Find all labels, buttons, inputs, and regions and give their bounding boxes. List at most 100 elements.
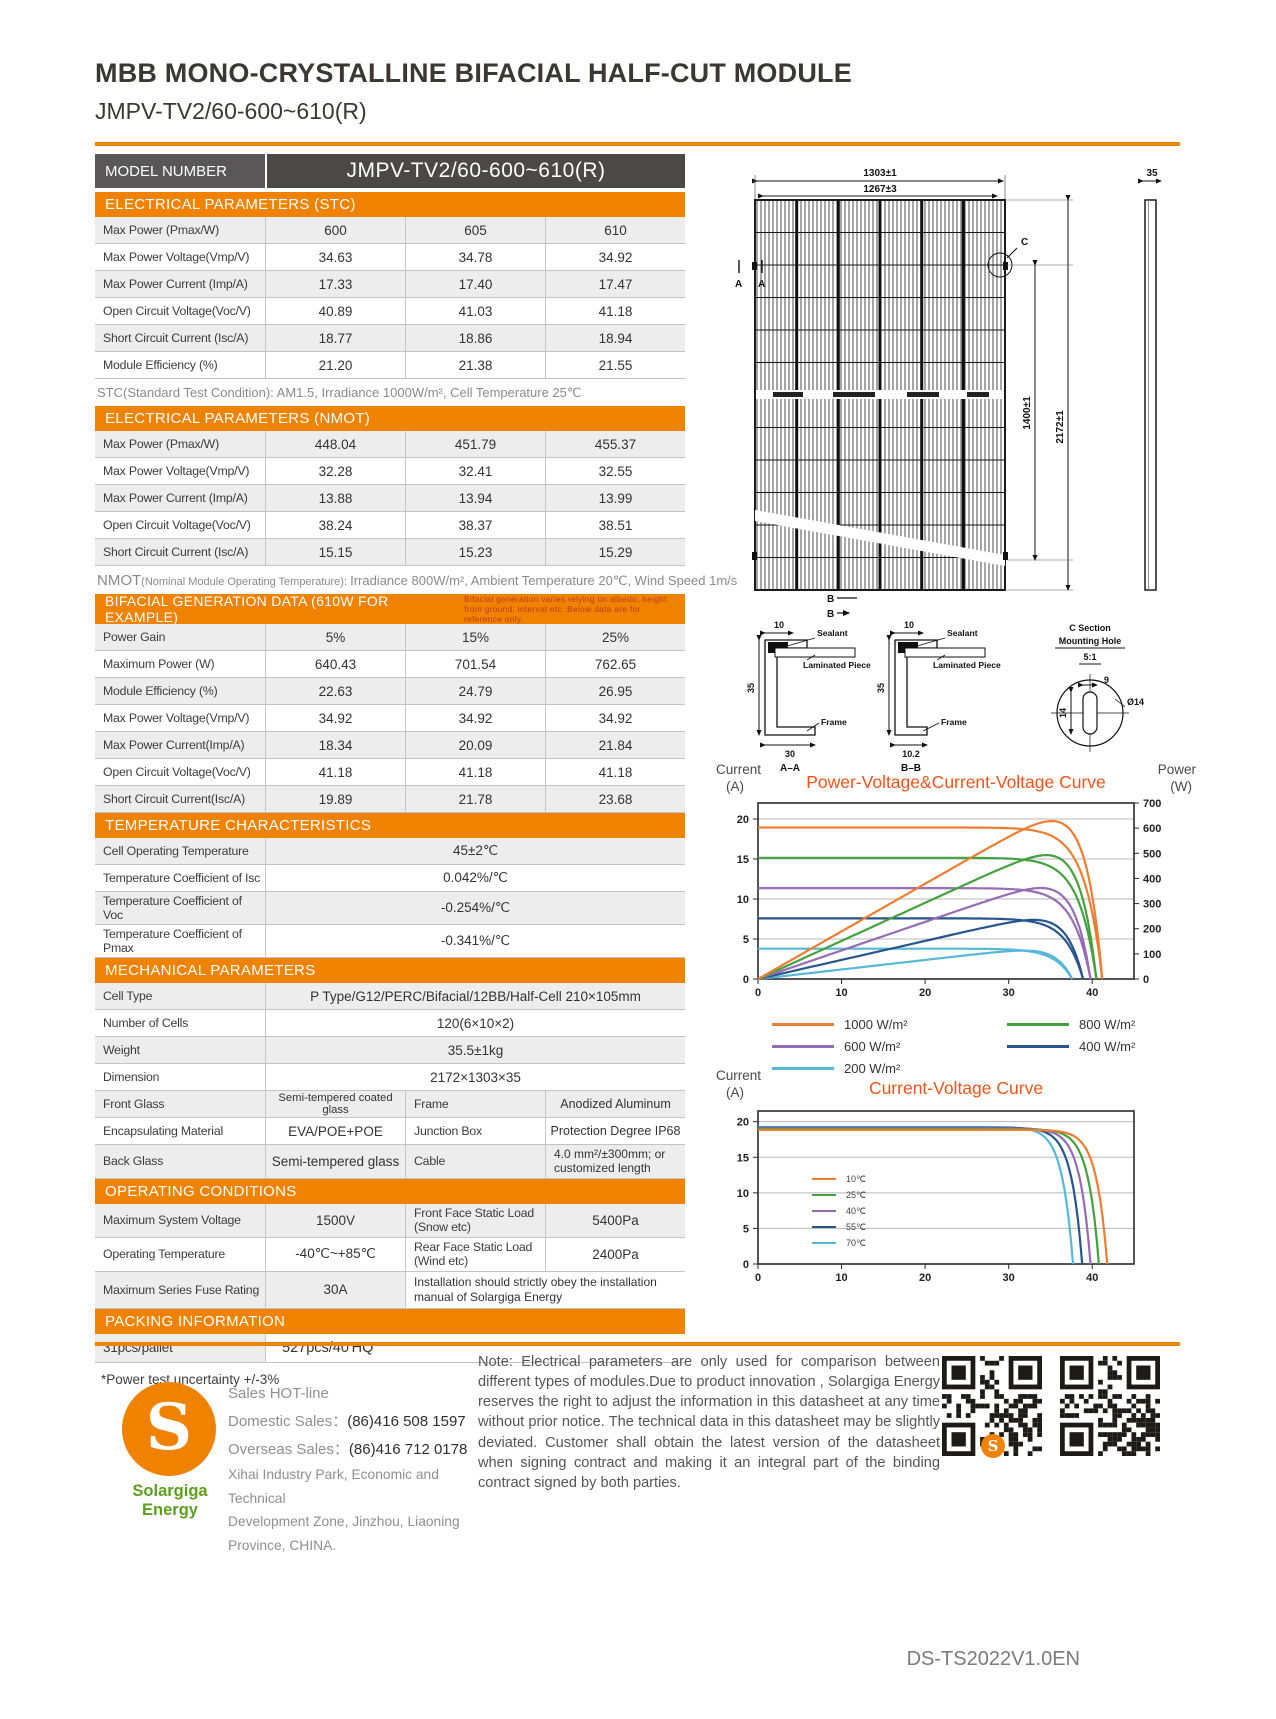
- table-row: 31pcs/pallet 527pcs/40'HQ: [95, 1333, 685, 1363]
- svg-text:10.2: 10.2: [902, 749, 920, 759]
- legend-swatch: [812, 1210, 836, 1213]
- sealant-label: Sealant: [817, 628, 848, 638]
- pv-iv-chart-block: Current (A) Power-Voltage&Current-Voltag…: [712, 762, 1200, 1076]
- table-row: Number of Cells 120(6×10×2): [95, 1010, 685, 1037]
- legend-label: 40℃: [846, 1205, 867, 1216]
- table-row: Cell Type P Type/G12/PERC/Bifacial/12BB/…: [95, 983, 685, 1010]
- svg-text:9: 9: [1104, 675, 1109, 685]
- legend-item: 25℃: [812, 1190, 866, 1201]
- svg-text:40: 40: [1086, 1272, 1098, 1284]
- table-row: Back Glass Semi-tempered glass Cable 4.0…: [95, 1145, 685, 1179]
- table-row: Cell Operating Temperature 45±2℃: [95, 838, 685, 865]
- table-row: Maximum Power (W) 640.43 701.54 762.65: [95, 651, 685, 678]
- svg-text:A–A: A–A: [780, 763, 800, 774]
- page-subtitle: JMPV-TV2/60-600~610(R): [95, 98, 367, 124]
- legend-label: 10℃: [846, 1173, 867, 1184]
- table-row: Max Power (Pmax/W) 448.04 451.79 455.37: [95, 431, 685, 458]
- section-header-packing: PACKING INFORMATION: [95, 1308, 685, 1334]
- iv-temp-chart: 0 5 10 15 20 0 10 20 30 40: [737, 1109, 1135, 1284]
- company-address: Xihai Industry Park, Economic and Techni…: [228, 1467, 460, 1553]
- svg-text:10: 10: [904, 620, 914, 630]
- table-row: Temperature Coefficient of Voc -0.254%/℃: [95, 892, 685, 925]
- svg-text:500: 500: [1143, 848, 1161, 860]
- chart-legend: 10℃ 25℃ 40℃ 55℃ 70℃: [812, 1174, 866, 1249]
- model-number-row: MODEL NUMBER JMPV-TV2/60-600~610(R): [95, 154, 685, 188]
- svg-text:300: 300: [1143, 898, 1161, 910]
- svg-text:40: 40: [1086, 987, 1098, 999]
- legend-item: 10℃: [812, 1174, 866, 1185]
- laminated-label: Laminated Piece: [803, 660, 871, 670]
- legend-swatch: [772, 1066, 834, 1070]
- table-row: Max Power Voltage(Vmp/V) 34.92 34.92 34.…: [95, 705, 685, 732]
- legal-note: Note: Electrical parameters are only use…: [478, 1354, 940, 1491]
- legend-swatch: [812, 1178, 836, 1181]
- legend-label: 70℃: [846, 1237, 867, 1248]
- legend-item: 400 W/m²: [1007, 1039, 1242, 1054]
- legend-item: 200 W/m²: [772, 1061, 1007, 1076]
- frame-label: Frame: [821, 717, 847, 727]
- svg-text:10: 10: [737, 1188, 749, 1200]
- laminated-label: Laminated Piece: [933, 660, 1001, 670]
- legend-label: 55℃: [846, 1221, 867, 1232]
- legend-label: 400 W/m²: [1079, 1038, 1136, 1054]
- table-row: Dimension 2172×1303×35: [95, 1064, 685, 1091]
- table-row: Front Glass Semi-tempered coated glass F…: [95, 1091, 685, 1118]
- svg-text:400: 400: [1143, 873, 1161, 885]
- dim-height: 2172±1: [1055, 410, 1066, 444]
- chart-title: Power-Voltage&Current-Voltage Curve: [806, 772, 1106, 792]
- table-row: Max Power Current (Imp/A) 17.33 17.40 17…: [95, 271, 685, 298]
- qr-logo-badge: S: [981, 1434, 1005, 1458]
- svg-text:15: 15: [737, 1152, 749, 1164]
- page-title: MBB MONO-CRYSTALLINE BIFACIAL HALF-CUT M…: [95, 58, 852, 88]
- svg-text:20: 20: [737, 814, 749, 826]
- svg-text:700: 700: [1143, 798, 1161, 810]
- table-row: Max Power (Pmax/W) 600 605 610: [95, 217, 685, 244]
- legend-swatch: [812, 1226, 836, 1229]
- table-row: Temperature Coefficient of Isc 0.042%/℃: [95, 865, 685, 892]
- chart-legend: 1000 W/m² 800 W/m² 600 W/m² 400 W/m² 200 W/m…: [712, 1017, 1200, 1076]
- svg-text:C Section: C Section: [1069, 623, 1111, 633]
- table-row: Max Power Voltage(Vmp/V) 32.28 32.41 32.…: [95, 458, 685, 485]
- table-row: Operating Temperature -40℃~+85℃ Rear Fac…: [95, 1237, 685, 1272]
- stc-note: STC(Standard Test Condition): AM1.5, Irr…: [97, 385, 582, 400]
- legend-swatch: [1007, 1044, 1069, 1048]
- table-row: Short Circuit Current (Isc/A) 18.77 18.8…: [95, 325, 685, 352]
- right-axis-label: Power (W): [1157, 762, 1196, 794]
- chart-title: Current-Voltage Curve: [868, 1078, 1044, 1098]
- svg-text:200: 200: [1143, 923, 1161, 935]
- dim-hole-spacing: 1400±1: [1022, 396, 1033, 430]
- table-row: Open Circuit Voltage(Voc/V) 40.89 41.03 …: [95, 298, 685, 325]
- legend-swatch: [812, 1194, 836, 1197]
- svg-text:0: 0: [755, 1272, 761, 1284]
- section-header-mechanical: MECHANICAL PARAMETERS: [95, 958, 685, 983]
- table-row: Short Circuit Current(Isc/A) 19.89 21.78…: [95, 786, 685, 813]
- table-row: Encapsulating Material EVA/POE+POE Junct…: [95, 1118, 685, 1145]
- qr-code: [1060, 1356, 1160, 1456]
- table-row: Max Power Voltage(Vmp/V) 34.63 34.78 34.…: [95, 244, 685, 271]
- spec-tables: MODEL NUMBER JMPV-TV2/60-600~610(R) ELEC…: [95, 154, 737, 1387]
- svg-text:14: 14: [1058, 708, 1068, 718]
- legend-swatch: [1007, 1022, 1069, 1026]
- svg-text:20: 20: [737, 1116, 749, 1128]
- label-a: A: [735, 279, 742, 290]
- table-row: Max Power Current (Imp/A) 13.88 13.94 13…: [95, 485, 685, 512]
- section-header-operating: OPERATING CONDITIONS: [95, 1178, 685, 1204]
- svg-text:10: 10: [835, 987, 847, 999]
- svg-text:20: 20: [919, 1272, 931, 1284]
- legend-label: 800 W/m²: [1079, 1016, 1136, 1032]
- table-row: Weight 35.5±1kg: [95, 1037, 685, 1064]
- iv-temp-chart-block: Current (A) Current-Voltage Curve 0 5 10 15…: [712, 1068, 1200, 1297]
- section-header-temperature: TEMPERATURE CHARACTERISTICS: [95, 813, 685, 838]
- logo-name: Solargiga Energy: [132, 1482, 208, 1519]
- table-row: Short Circuit Current (Isc/A) 15.15 15.2…: [95, 539, 685, 566]
- legend-swatch: [772, 1022, 834, 1026]
- model-number-value: JMPV-TV2/60-600~610(R): [267, 154, 685, 188]
- section-header-nmot: ELECTRICAL PARAMETERS (NMOT): [95, 406, 685, 431]
- table-row: Power Gain 5% 15% 25%: [95, 624, 685, 651]
- table-row: Temperature Coefficient of Pmax -0.341%/…: [95, 925, 685, 958]
- legend-label: 200 W/m²: [844, 1060, 901, 1076]
- legend-item: 800 W/m²: [1007, 1017, 1242, 1032]
- top-divider: [95, 142, 1180, 146]
- sealant-label: Sealant: [947, 628, 978, 638]
